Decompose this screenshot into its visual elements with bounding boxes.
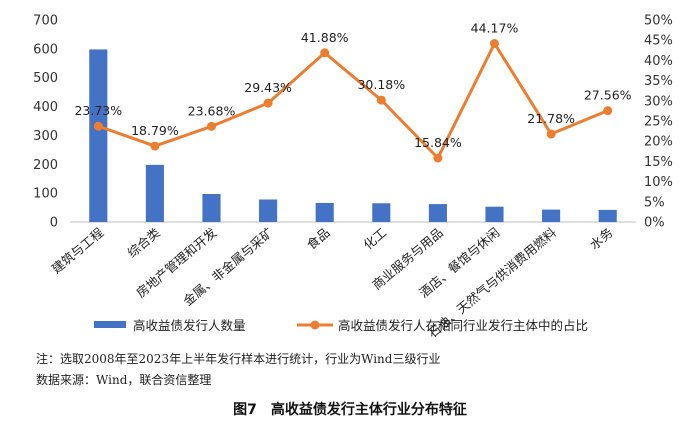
line-point: [93, 121, 103, 131]
left-tick-label: 300: [33, 129, 58, 144]
data-label: 30.18%: [357, 77, 405, 92]
data-label: 27.56%: [584, 88, 632, 103]
data-label: 23.73%: [74, 103, 122, 118]
legend-line-label: 高收益债发行人在相同行业发行主体中的占比: [338, 318, 588, 333]
bar: [202, 194, 221, 222]
line-data-labels: 23.73% 18.79% 23.68% 29.43% 41.88% 30.18% 15.8…: [74, 21, 631, 150]
chart: 0 100 200 300 400 500 600 700 0% 5% 10% 15% 20% 25% 3…: [33, 14, 673, 341]
right-tick-label: 35%: [644, 74, 673, 89]
bar: [259, 199, 278, 222]
bar: [89, 49, 108, 223]
right-tick-label: 45%: [644, 34, 673, 49]
data-label: 29.43%: [244, 80, 292, 95]
line-point: [546, 129, 556, 139]
data-label: 23.68%: [188, 103, 236, 118]
data-label: 41.88%: [301, 30, 349, 45]
bar: [372, 203, 391, 222]
footnote: 注：选取2008年至2023年上半年发行样本进行统计，行业为Wind三级行业: [36, 352, 441, 366]
bar: [542, 209, 561, 222]
right-tick-label: 15%: [644, 155, 673, 170]
line-point: [150, 141, 160, 151]
line-point: [433, 153, 443, 163]
right-tick-label: 0%: [644, 216, 665, 231]
right-tick-label: 10%: [644, 175, 673, 190]
left-tick-label: 600: [33, 42, 58, 57]
left-tick-label: 200: [33, 158, 58, 173]
legend: 高收益债发行人数量 高收益债发行人在相同行业发行主体中的占比: [94, 318, 588, 333]
legend-line-marker: [310, 320, 320, 330]
data-label: 44.17%: [471, 21, 519, 36]
right-tick-label: 40%: [644, 54, 673, 69]
bar: [598, 209, 617, 222]
left-axis-ticks: 0 100 200 300 400 500 600 700: [33, 14, 58, 231]
left-tick-label: 400: [33, 100, 58, 115]
right-tick-label: 50%: [644, 14, 673, 29]
data-source: 数据来源：Wind，联合资信整理: [36, 373, 212, 387]
line-point: [263, 98, 273, 108]
line-point: [376, 95, 386, 105]
left-tick-label: 500: [33, 71, 58, 86]
category-label: 食品: [304, 225, 333, 253]
data-label: 18.79%: [131, 123, 179, 138]
line-point: [207, 121, 216, 131]
right-tick-label: 25%: [644, 115, 673, 130]
bar-series: [89, 49, 617, 223]
category-label: 建筑与工程: [49, 224, 107, 276]
bar: [485, 206, 504, 222]
line-point: [490, 39, 499, 49]
right-tick-label: 20%: [644, 135, 673, 150]
legend-bar-swatch: [94, 321, 126, 328]
right-tick-label: 5%: [644, 195, 665, 210]
data-label: 15.84%: [414, 135, 462, 150]
category-label: 综合类: [124, 224, 163, 260]
figure-caption: 图7 高收益债发行主体行业分布特征: [233, 402, 467, 418]
bar: [145, 164, 164, 222]
left-tick-label: 100: [33, 187, 58, 202]
left-tick-label: 700: [33, 14, 58, 29]
legend-bar-label: 高收益债发行人数量: [133, 318, 246, 333]
right-tick-label: 30%: [644, 94, 673, 109]
left-tick-label: 0: [50, 216, 58, 231]
data-label: 21.78%: [527, 111, 575, 126]
line-series: [93, 39, 613, 163]
line-point: [320, 48, 330, 58]
bar: [428, 204, 447, 222]
line-path: [97, 42, 609, 160]
category-label: 化工: [360, 225, 389, 253]
line-point: [603, 106, 613, 116]
category-label: 水务: [587, 225, 616, 253]
bar: [315, 202, 334, 222]
right-axis-ticks: 0% 5% 10% 15% 20% 25% 30% 35% 40% 45% 50%: [644, 14, 673, 231]
